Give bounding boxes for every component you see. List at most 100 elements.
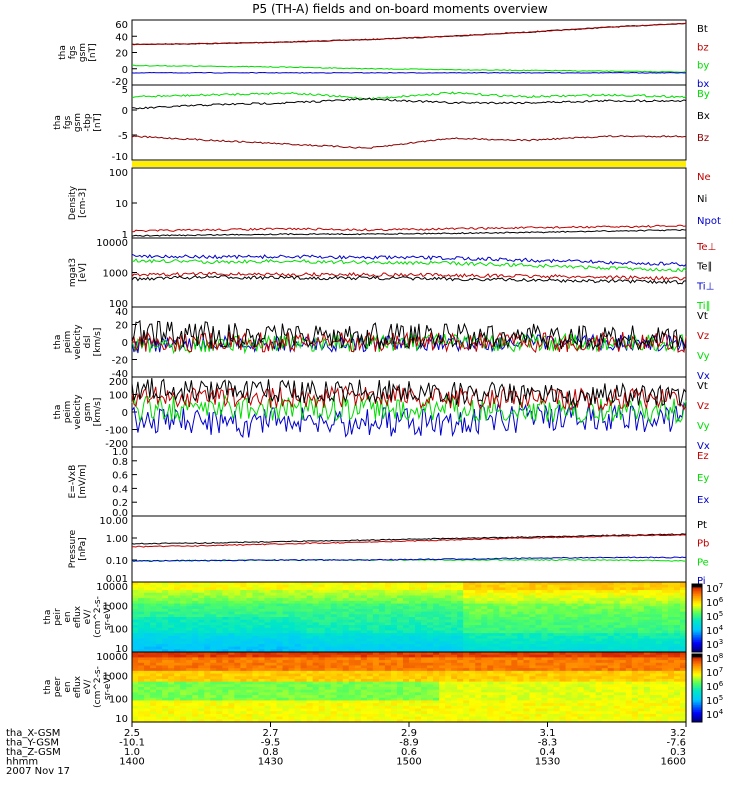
panel-efield	[132, 447, 686, 516]
fgs-zoom-ylabel-2: gsm	[73, 113, 83, 132]
ion-spec-tick-0: 10000	[96, 582, 128, 593]
fgs-zoom-tick-1: 0	[122, 106, 128, 117]
velocity-peim-ylabel-0: tha	[53, 335, 63, 350]
fgs-tick-2: 20	[115, 49, 128, 60]
velocity-peim-tick-2: 0	[122, 338, 128, 349]
velocity-peim-tick-3: -20	[112, 356, 128, 367]
temperature-tick-0: 10000	[96, 238, 128, 249]
density-tick-1: 10	[115, 199, 128, 210]
velocity-peim-tick-0: 40	[115, 307, 128, 318]
mode-bar-fill	[132, 161, 686, 167]
velocity-peim-gsm-tick-0: 200	[109, 377, 128, 388]
velocity-peim-gsm-ylabel-1: peim	[63, 401, 73, 424]
fgs-legend-2: by	[697, 61, 709, 72]
pressure-legend-2: Pe	[697, 557, 709, 568]
elec-spec-ylabel-4: eV/	[83, 679, 93, 695]
fgs-zoom-ylabel-3: -tbp	[83, 113, 93, 131]
velocity-peim-gsm-tick-3: -100	[105, 426, 128, 437]
efield-ylabel-0: E=-VxB	[68, 465, 78, 499]
pressure-tick-2: 0.10	[106, 556, 128, 567]
velocity-peim-ylabel-3: dsl	[83, 336, 93, 349]
panel-frame-pressure	[132, 516, 686, 582]
fgs-tick-3: 0	[122, 65, 128, 76]
velocity-peim-gsm-ylabel-0: tha	[53, 405, 63, 420]
pressure-ylabel-0: Pressure	[68, 529, 78, 568]
density-ylabel-0: Density	[68, 185, 78, 220]
elec-spec-tick-1: 1000	[103, 671, 128, 682]
panel-fgs	[132, 20, 686, 85]
density-legend-1: Ni	[697, 194, 707, 205]
fgs-legend-1: bz	[697, 42, 709, 53]
elec-spec-ylabel-2: en	[63, 681, 73, 692]
fgs-zoom-legend-2: Bz	[697, 133, 709, 144]
fgs-legend-0: Bt	[697, 24, 708, 35]
fgs-tick-1: 40	[115, 32, 128, 43]
ion-spec-ylabel-3: eflux	[73, 605, 83, 628]
efield-legend-0: Ez	[697, 451, 709, 462]
fgs-tick-0: 60	[115, 20, 128, 31]
fgs-zoom-ylabel-1: fgs	[63, 115, 73, 129]
elec-spec-ylabel-1: peer	[53, 676, 63, 697]
ion-spec-ylabel-5: (cm^2-s-	[93, 596, 103, 638]
velocity-peim-gsm-tick-1: 100	[109, 391, 128, 402]
fgs-zoom-tick-0: 5	[122, 85, 128, 96]
velocity-dsl-legend-2: Vy	[697, 351, 710, 362]
elec-spec-tick-3: 10	[115, 714, 128, 725]
density-legend-0: Ne	[697, 172, 711, 183]
plot-title: P5 (TH-A) fields and on-board moments ov…	[252, 2, 548, 16]
density-ylabel-1: [cm-3]	[78, 188, 88, 218]
velocity-peim-ylabel-2: velocity	[73, 324, 83, 360]
efield-legend-1: Ey	[697, 473, 709, 484]
efield-ylabel-1: [mV/m]	[78, 465, 88, 499]
panel-frame-efield	[132, 447, 686, 516]
fgs-ylabel-0: tha	[58, 45, 68, 60]
ion-spec-tick-1: 1000	[103, 601, 128, 612]
velocity-dsl-legend-1: Vz	[697, 331, 709, 342]
fgs-zoom-legend-1: Bx	[697, 111, 710, 122]
ion-spec-tick-2: 100	[109, 625, 128, 636]
pressure-legend-0: Pt	[697, 520, 707, 531]
temperature-tick-1: 1000	[103, 269, 128, 280]
density-legend-2: Npot	[697, 216, 721, 227]
velocity-gsm-legend-0: Vt	[697, 381, 708, 392]
fgs-zoom-tick-2: -5	[118, 131, 128, 142]
ion-spec-ylabel-4: eV/	[83, 609, 93, 625]
velocity-gsm-legend-1: Vz	[697, 401, 709, 412]
velocity-dsl-legend-0: Vt	[697, 311, 708, 322]
elec-spec-tick-0: 10000	[96, 652, 128, 663]
temperature-ylabel-1: [eV]	[78, 263, 88, 282]
pressure-legend-1: Pb	[697, 539, 709, 550]
fgs-zoom-ylabel-0: tha	[53, 115, 63, 130]
fgs-zoom-tick-3: -10	[112, 152, 128, 163]
velocity-gsm-legend-2: Vy	[697, 421, 710, 432]
density-tick-0: 100	[109, 168, 128, 179]
fgs-ylabel-2: gsm	[78, 43, 88, 62]
temperature-legend-1: Te∥	[696, 262, 713, 273]
pressure-ylabel-1: [nPa]	[78, 537, 88, 560]
temperature-legend-0: Te⊥	[696, 242, 716, 253]
velocity-peim-ylabel-4: [km/s]	[93, 328, 103, 357]
velocity-peim-gsm-ylabel-2: velocity	[73, 394, 83, 430]
panel-frame-density	[132, 168, 686, 238]
efield-tick-3: 0.4	[112, 484, 128, 495]
elec-spec-ylabel-3: eflux	[73, 675, 83, 698]
ion-spec-ylabel-0: tha	[43, 610, 53, 625]
elec-spec-ylabel-5: (cm^2-s-	[93, 666, 103, 708]
elec-spec-cells	[132, 652, 687, 723]
velocity-peim-tick-1: 20	[115, 321, 128, 332]
panel-density	[132, 168, 686, 238]
pressure-tick-1: 1.00	[106, 534, 128, 545]
efield-legend-2: Ex	[697, 495, 709, 506]
panel-pressure	[132, 516, 686, 582]
elec-spec-ylabel-0: tha	[43, 680, 53, 695]
velocity-peim-gsm-ylabel-3: gsm	[83, 402, 93, 421]
ion-spec-ylabel-1: peir	[53, 608, 63, 626]
ion-spec-cells	[132, 582, 687, 653]
efield-tick-2: 0.6	[112, 471, 128, 482]
fgs-ylabel-1: fgs	[68, 45, 78, 59]
fgs-zoom-ylabel-4: [nT]	[93, 113, 103, 131]
velocity-peim-gsm-tick-2: 0	[122, 408, 128, 419]
ion-spec-ylabel-2: en	[63, 611, 73, 622]
